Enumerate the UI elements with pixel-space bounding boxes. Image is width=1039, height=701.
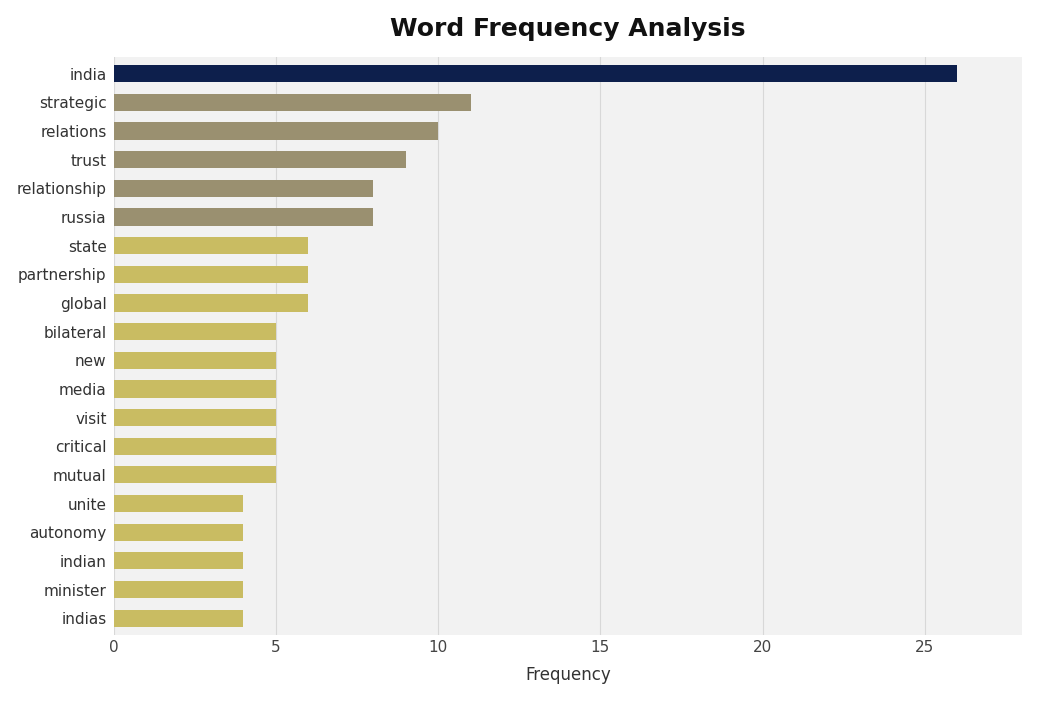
X-axis label: Frequency: Frequency (525, 667, 611, 684)
Bar (113, 352, 276, 369)
Bar (113, 581, 243, 598)
Bar (113, 466, 276, 484)
Bar (113, 151, 405, 168)
Bar (113, 495, 243, 512)
Bar (113, 381, 276, 397)
Bar (113, 237, 309, 254)
Bar (113, 323, 276, 340)
Bar (113, 552, 243, 569)
Bar (113, 524, 243, 540)
Bar (113, 610, 243, 627)
Bar (113, 409, 276, 426)
Bar (113, 266, 309, 283)
Bar (113, 94, 471, 111)
Bar (113, 437, 276, 455)
Bar (113, 208, 373, 226)
Bar (113, 123, 438, 139)
Bar (113, 179, 373, 197)
Title: Word Frequency Analysis: Word Frequency Analysis (391, 17, 746, 41)
Bar (113, 294, 309, 311)
Bar (113, 65, 957, 82)
